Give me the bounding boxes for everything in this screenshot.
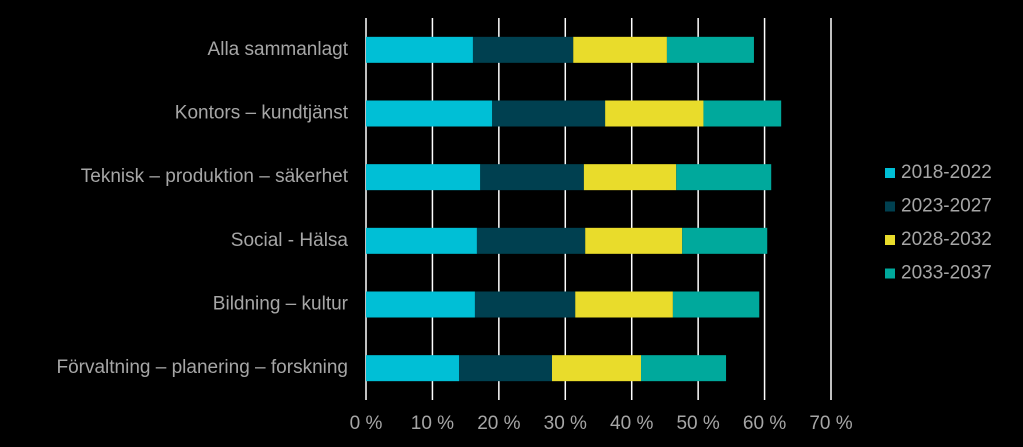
bar-segment bbox=[672, 291, 760, 318]
legend-label: 2023-2027 bbox=[901, 196, 992, 217]
legend-label: 2028-2032 bbox=[901, 229, 992, 250]
x-tick-label: 20 % bbox=[477, 413, 520, 434]
bar-segment bbox=[474, 291, 576, 318]
bar-segment bbox=[703, 100, 782, 127]
bar-segment bbox=[676, 164, 772, 191]
bar-segment bbox=[366, 355, 459, 382]
x-tick-label: 70 % bbox=[809, 413, 852, 434]
y-tick-label: Alla sammanlagt bbox=[208, 39, 349, 60]
bar-segment bbox=[492, 100, 606, 127]
bar-segment bbox=[573, 36, 667, 63]
bar-segment bbox=[472, 36, 574, 63]
bar-segment bbox=[682, 227, 768, 254]
bar-segment bbox=[480, 164, 584, 191]
x-tick-label: 60 % bbox=[743, 413, 786, 434]
x-tick-label: 10 % bbox=[411, 413, 454, 434]
bar-segment bbox=[585, 227, 683, 254]
legend-label: 2033-2037 bbox=[901, 263, 992, 284]
x-tick-label: 50 % bbox=[676, 413, 719, 434]
bar-segment bbox=[366, 291, 475, 318]
legend-swatch bbox=[885, 201, 895, 212]
bar-segment bbox=[575, 291, 673, 318]
x-tick-label: 40 % bbox=[610, 413, 653, 434]
legend-swatch bbox=[885, 268, 895, 279]
bar-segment bbox=[476, 227, 586, 254]
y-tick-label: Kontors – kundtjänst bbox=[175, 103, 349, 124]
y-tick-label: Bildning – kultur bbox=[213, 294, 349, 315]
bar-segment bbox=[366, 100, 493, 127]
y-tick-label: Förvaltning – planering – forskning bbox=[56, 357, 348, 378]
bar-segment bbox=[366, 164, 481, 191]
bar-segment bbox=[366, 36, 473, 63]
bar-segment bbox=[552, 355, 642, 382]
bar-segment bbox=[605, 100, 704, 127]
bar-segment bbox=[366, 227, 477, 254]
bar-segment bbox=[641, 355, 727, 382]
bar-segment bbox=[459, 355, 552, 382]
x-tick-label: 30 % bbox=[544, 413, 587, 434]
x-tick-label: 0 % bbox=[350, 413, 383, 434]
legend-swatch bbox=[885, 235, 895, 245]
y-tick-label: Social - Hälsa bbox=[231, 230, 349, 251]
bar-segment bbox=[666, 36, 754, 63]
legend-swatch bbox=[885, 168, 895, 178]
y-tick-label: Teknisk – produktion – säkerhet bbox=[81, 166, 349, 187]
bar-segment bbox=[583, 164, 677, 191]
legend-label: 2018-2022 bbox=[901, 162, 992, 183]
